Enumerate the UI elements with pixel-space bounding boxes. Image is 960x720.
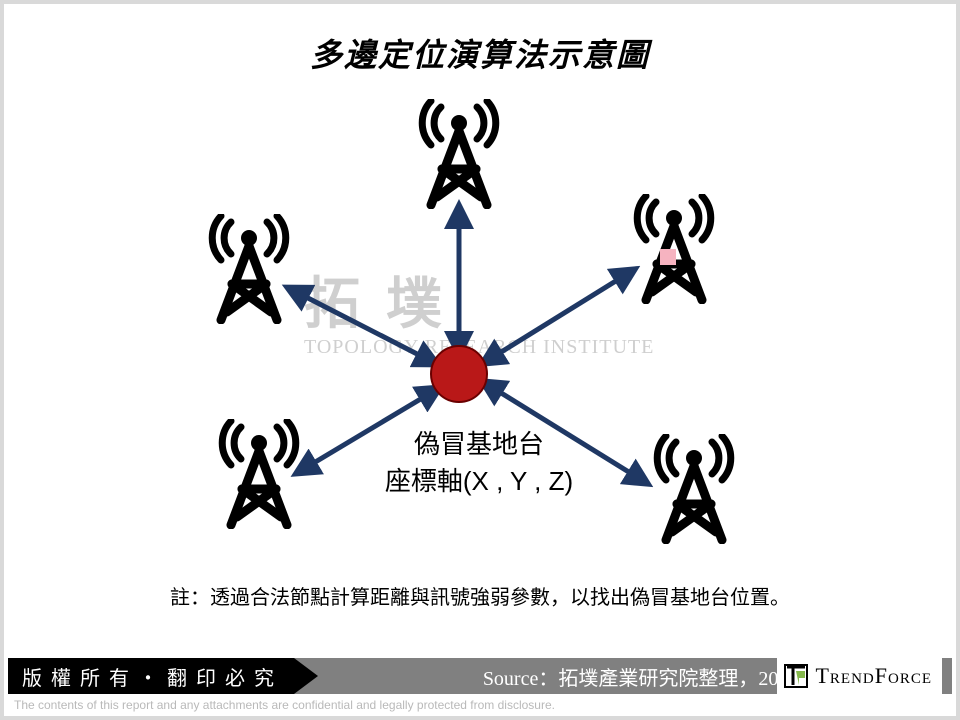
trendforce-name: TrendForce: [815, 663, 932, 689]
diagram: 偽冒基地台 座標軸(X , Y , Z): [4, 64, 960, 624]
page: 多邊定位演算法示意圖 拓 墣 TOPOLOGY RESEARCH INSTITU…: [0, 0, 960, 720]
tower-bottom-left: [209, 419, 309, 529]
trendforce-brand: TrendForce: [777, 658, 942, 694]
pink-marker: [660, 249, 676, 265]
disclaimer-text: The contents of this report and any atta…: [14, 698, 555, 712]
center-label-prefix: 座標軸: [385, 467, 463, 496]
arrow-2: [498, 279, 619, 354]
copyright-text: 版 權 所 有 ・ 翻 印 必 究: [8, 658, 294, 694]
fake-base-station-dot: [431, 346, 487, 402]
center-label: 偽冒基地台 座標軸(X , Y , Z): [349, 424, 609, 498]
trendforce-logo-icon: [783, 663, 809, 689]
source-text: Source：拓墣產業研究院整理，2024/11: [423, 662, 823, 691]
tower-bottom-right: [644, 434, 744, 544]
center-label-line2: 座標軸(X , Y , Z): [349, 461, 609, 498]
tower-top-left: [199, 214, 299, 324]
arrow-1: [304, 296, 421, 356]
note-text: 註：透過合法節點計算距離與訊號強弱參數，以找出偽冒基地台位置。: [4, 581, 956, 610]
tower-top: [409, 99, 509, 209]
center-label-line1: 偽冒基地台: [349, 424, 609, 461]
center-label-coord: (X , Y , Z): [463, 466, 573, 496]
